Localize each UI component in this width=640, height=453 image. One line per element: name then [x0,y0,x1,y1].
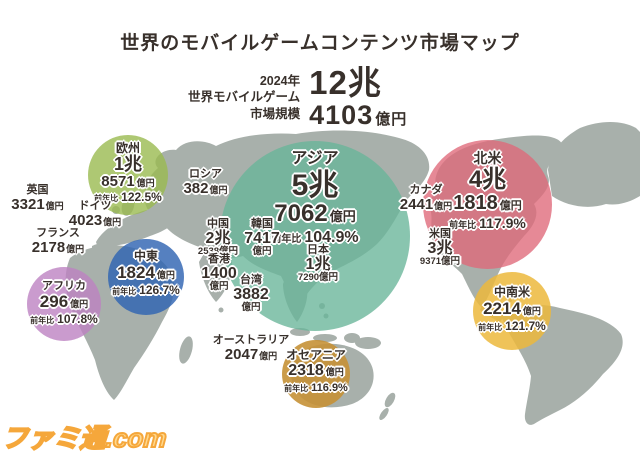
region-circle-oceania: オセアニア 2318 億円 前年比 116.9% [282,340,350,408]
region-name: 欧州 [115,141,140,155]
country-label-usa: 米国 3兆 9371億円 [419,228,461,268]
country-label-korea: 韓国 7417 億円 [244,218,280,258]
region-circle-latin-america: 中南米 2214 億円 前年比 121.7% [473,272,551,350]
region-circle-asia: アジア 5兆 7062 億円 前年比 104.9% [220,141,410,331]
region-yoy: 前年比 104.9% [271,229,359,247]
country-label-japan: 日本 1兆 7290億円 [297,244,339,284]
region-value: 1824 億円 [117,263,175,283]
region-value-cho: 5兆 [291,168,339,202]
region-name: 中南米 [493,285,530,299]
country-label-uk: 英国 3321億円 [11,184,64,213]
country-label-taiwan: 台湾 3882 億円 [233,274,269,314]
country-label-canada: カナダ 2441億円 [399,184,453,213]
region-name: アフリカ [42,280,86,292]
region-yoy: 前年比 116.9% [284,381,348,394]
summary-year: 2024年 [259,74,301,89]
summary-label-1: 世界モバイルゲーム [188,90,301,105]
region-circle-africa: アフリカ 296 億円 前年比 107.8% [27,267,101,341]
country-label-germany: ドイツ 4023億円 [68,200,122,229]
region-circle-middle-east: 中東 1824 億円 前年比 126.7% [108,239,184,315]
region-value: 2318 億円 [288,362,344,380]
region-circle-europe: 欧州 1兆 8571 億円 前年比 122.5% [88,135,168,215]
region-value: 2214 億円 [483,299,541,319]
region-yoy: 前年比 122.5% [94,189,162,204]
summary-value-cho: 12兆 [309,64,382,101]
region-name: 北米 [473,150,502,166]
market-summary: 2024年 世界モバイルゲーム 市場規模 12兆 4103 億円 [188,66,407,129]
summary-value-oku: 4103 億円 [309,100,408,130]
summary-label-2: 市場規模 [250,106,301,121]
country-label-hongkong: 香港 1400 億円 [201,253,237,293]
region-name: 中東 [133,249,158,263]
region-value-cho: 1兆 [113,154,142,175]
country-label-france: フランス 2178億円 [31,227,85,256]
market-summary-caption: 2024年 世界モバイルゲーム 市場規模 [188,73,300,122]
region-name: アジア [291,150,339,167]
page-title: 世界のモバイルゲームコンテンツ市場マップ [120,33,520,54]
region-value: 7062 億円 [274,200,356,228]
famitsu-logo: ファミ通.com [0,422,169,453]
region-value: 1818 億円 [453,191,522,214]
region-value-cho: 4兆 [468,166,507,194]
region-circle-north-america: 北米 4兆 1818 億円 前年比 117.9% [423,140,552,269]
market-summary-value: 12兆 4103 億円 [309,66,407,129]
country-label-russia: ロシア 382億円 [183,168,228,197]
region-yoy: 前年比 121.7% [478,319,546,334]
country-label-australia: オーストラリア 2047億円 [212,334,290,363]
region-value: 296 億円 [39,292,89,312]
region-yoy: 前年比 107.8% [30,311,98,326]
region-yoy: 前年比 117.9% [449,214,526,231]
region-yoy: 前年比 126.7% [112,283,180,298]
region-name: オセアニア [286,348,346,362]
region-value: 8571 億円 [101,173,155,191]
country-label-china: 中国 2兆 2538億円 [197,218,239,258]
